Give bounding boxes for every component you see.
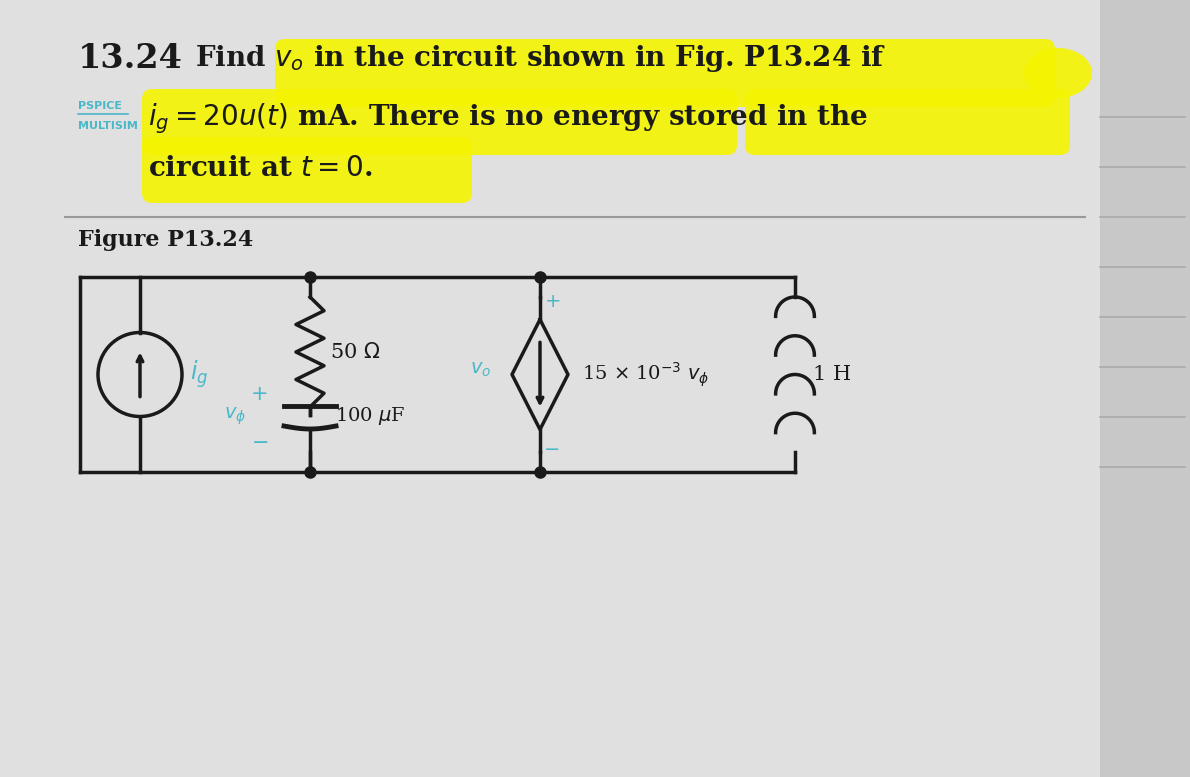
Text: Figure P13.24: Figure P13.24 xyxy=(79,229,253,251)
Text: $v_o$: $v_o$ xyxy=(470,360,491,379)
Text: 100 $\mu$F: 100 $\mu$F xyxy=(336,405,406,427)
FancyBboxPatch shape xyxy=(275,39,1056,107)
Text: $i_g$: $i_g$ xyxy=(190,359,208,390)
Text: Find $v_o$ in the circuit shown in Fig. P13.24 if: Find $v_o$ in the circuit shown in Fig. … xyxy=(195,44,887,75)
Text: circuit at $t = 0$.: circuit at $t = 0$. xyxy=(148,155,372,183)
Text: $-$: $-$ xyxy=(251,431,269,451)
Text: MULTISIM: MULTISIM xyxy=(79,121,138,131)
Text: 13.24: 13.24 xyxy=(79,43,183,75)
Text: 15 $\times$ 10$^{-3}$ $v_\phi$: 15 $\times$ 10$^{-3}$ $v_\phi$ xyxy=(582,361,709,388)
Text: +: + xyxy=(251,384,269,404)
Text: $-$: $-$ xyxy=(543,438,559,457)
FancyBboxPatch shape xyxy=(142,89,737,155)
Text: +: + xyxy=(545,292,562,311)
Text: 1 H: 1 H xyxy=(813,365,851,384)
Text: PSPICE: PSPICE xyxy=(79,101,123,111)
FancyBboxPatch shape xyxy=(142,137,472,203)
Text: 50 $\Omega$: 50 $\Omega$ xyxy=(330,342,381,362)
Ellipse shape xyxy=(1025,48,1092,98)
Text: $i_g = 20u(t)$ mA. There is no energy stored in the: $i_g = 20u(t)$ mA. There is no energy st… xyxy=(148,102,869,136)
FancyBboxPatch shape xyxy=(745,89,1070,155)
Text: $v_\phi$: $v_\phi$ xyxy=(224,406,246,427)
